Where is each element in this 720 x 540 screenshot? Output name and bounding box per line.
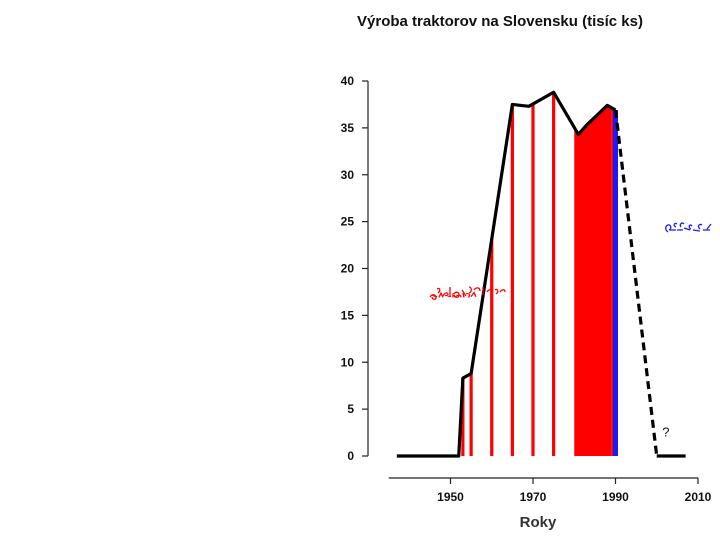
x-tick-label: 1990 <box>602 490 629 504</box>
x-tick-label: 1970 <box>520 490 547 504</box>
y-tick-label: 40 <box>341 74 355 88</box>
y-tick-label: 35 <box>341 121 355 135</box>
production-lines <box>396 90 686 458</box>
x-axis-label: Roky <box>520 514 557 531</box>
red-bar <box>461 378 465 456</box>
x-axis: 1950 1970 1990 2010 <box>388 477 712 504</box>
y-axis: 0 5 10 15 20 25 30 35 40 <box>341 74 369 463</box>
y-tick-label: 20 <box>341 262 355 276</box>
red-handwriting-strokes <box>429 286 506 300</box>
y-tick-label: 5 <box>347 402 354 416</box>
red-bar <box>531 103 535 456</box>
red-bar <box>469 373 473 456</box>
y-tick-label: 25 <box>341 215 355 229</box>
red-bar <box>552 92 556 456</box>
blue-bar <box>613 110 618 456</box>
y-tick-label: 30 <box>341 168 355 182</box>
production-bars <box>461 92 618 456</box>
chart-title: Výroba traktorov na Slovensku (tisíc ks) <box>357 13 643 30</box>
series-line-1 <box>613 109 659 457</box>
y-tick-label: 0 <box>347 449 354 463</box>
x-tick-label: 1950 <box>437 490 464 504</box>
red-bar <box>510 104 514 456</box>
question-mark-annotation: ? <box>662 425 669 440</box>
red-bar <box>490 238 494 456</box>
blue-handwriting-strokes <box>665 222 712 233</box>
red-fill-region <box>574 105 612 456</box>
x-tick-label: 2010 <box>685 490 712 504</box>
y-tick-label: 15 <box>341 308 355 322</box>
series-line-0 <box>396 90 617 458</box>
y-tick-label: 10 <box>341 355 355 369</box>
